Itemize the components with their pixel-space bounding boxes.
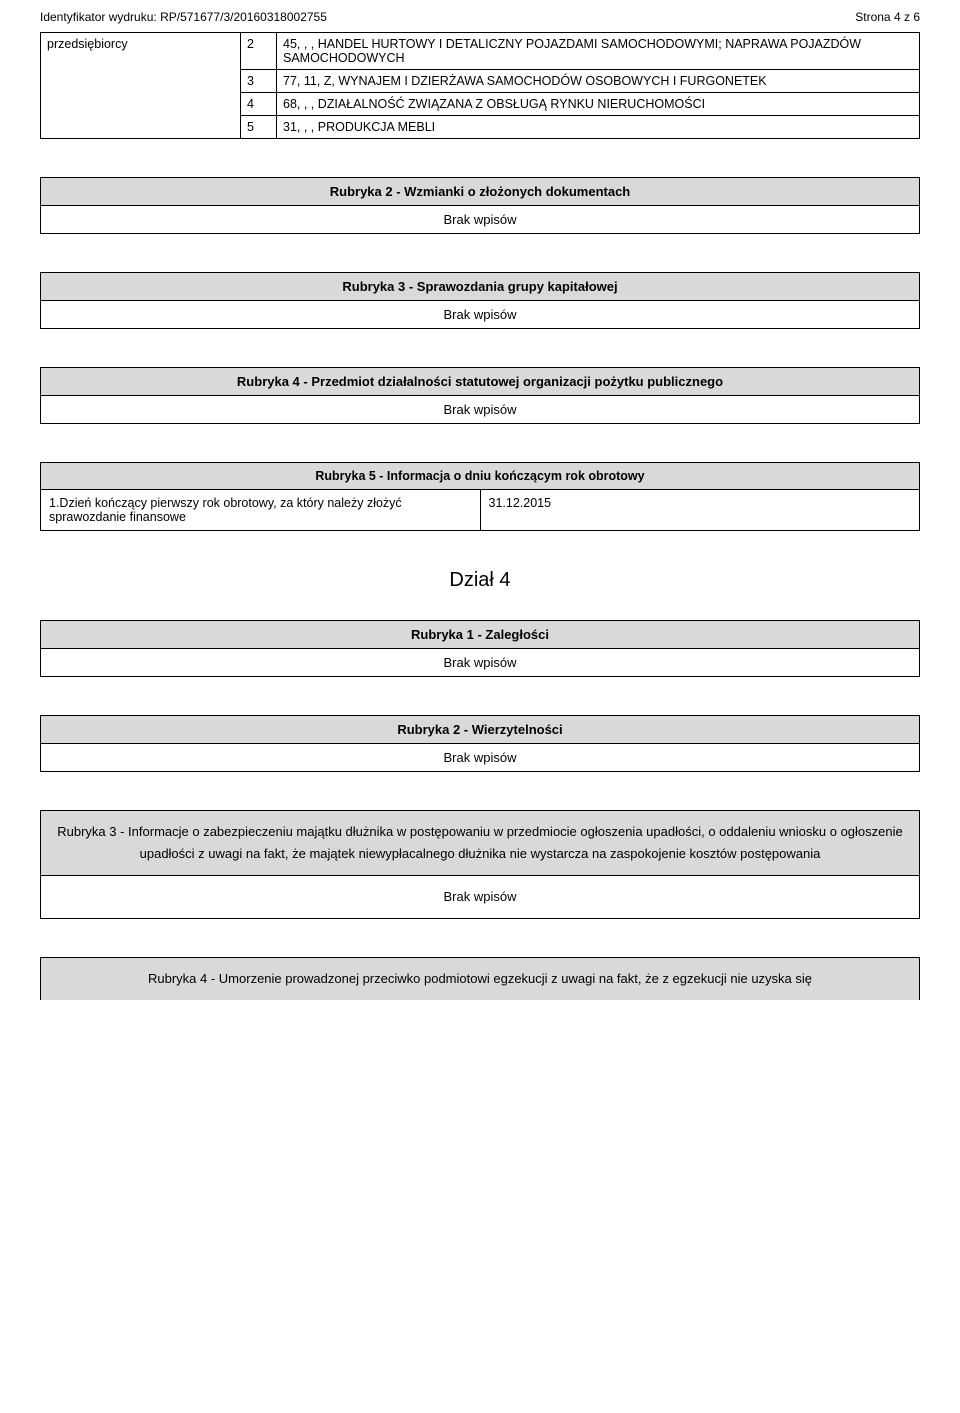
rubryka-3-body: Brak wpisów — [41, 301, 920, 329]
rubryka-5-row-value: 31.12.2015 — [480, 490, 920, 531]
row-text: 31, , , PRODUKCJA MEBLI — [277, 116, 920, 139]
identifier-label: Identyfikator wydruku: — [40, 10, 157, 24]
rubryka-5-row-label: 1.Dzień kończący pierwszy rok obrotowy, … — [41, 490, 481, 531]
dzial4-r1-title: Rubryka 1 - Zaległości — [41, 621, 920, 649]
dzial4-rubryka-2: Rubryka 2 - Wierzytelności Brak wpisów — [40, 715, 920, 772]
identifier-value: RP/571677/3/20160318002755 — [160, 10, 327, 24]
dzial4-r2-title: Rubryka 2 - Wierzytelności — [41, 716, 920, 744]
rubryka-5: Rubryka 5 - Informacja o dniu kończącym … — [40, 462, 920, 531]
dzial4-r3-title: Rubryka 3 - Informacje o zabezpieczeniu … — [41, 811, 920, 876]
page-number: Strona 4 z 6 — [855, 10, 920, 24]
dzial4-rubryka-3: Rubryka 3 - Informacje o zabezpieczeniu … — [40, 810, 920, 919]
page-of: z — [904, 10, 910, 24]
row-text: 45, , , HANDEL HURTOWY I DETALICZNY POJA… — [277, 33, 920, 70]
row-text: 68, , , DZIAŁALNOŚĆ ZWIĄZANA Z OBSŁUGĄ R… — [277, 93, 920, 116]
row-num: 4 — [241, 93, 277, 116]
dzial4-r2-body: Brak wpisów — [41, 744, 920, 772]
business-label: przedsiębiorcy — [41, 33, 241, 139]
dzial4-rubryka-1: Rubryka 1 - Zaległości Brak wpisów — [40, 620, 920, 677]
rubryka-2-title: Rubryka 2 - Wzmianki o złożonych dokumen… — [41, 178, 920, 206]
page: Identyfikator wydruku: RP/571677/3/20160… — [0, 0, 960, 1020]
rubryka-4-body: Brak wpisów — [41, 396, 920, 424]
table-row: przedsiębiorcy 2 45, , , HANDEL HURTOWY … — [41, 33, 920, 70]
row-num: 3 — [241, 70, 277, 93]
dzial4-r4-title: Rubryka 4 - Umorzenie prowadzonej przeci… — [41, 958, 920, 1001]
rubryka-3-title: Rubryka 3 - Sprawozdania grupy kapitałow… — [41, 273, 920, 301]
row-text: 77, 11, Z, WYNAJEM I DZIERŻAWA SAMOCHODÓ… — [277, 70, 920, 93]
dzial4-r1-body: Brak wpisów — [41, 649, 920, 677]
dzial-4-title: Dział 4 — [40, 569, 920, 592]
business-activity-table: przedsiębiorcy 2 45, , , HANDEL HURTOWY … — [40, 32, 920, 139]
dzial4-rubryka-4: Rubryka 4 - Umorzenie prowadzonej przeci… — [40, 957, 920, 1000]
row-num: 2 — [241, 33, 277, 70]
rubryka-2-body: Brak wpisów — [41, 206, 920, 234]
page-label: Strona — [855, 10, 890, 24]
print-identifier: Identyfikator wydruku: RP/571677/3/20160… — [40, 10, 327, 24]
rubryka-4-title: Rubryka 4 - Przedmiot działalności statu… — [41, 368, 920, 396]
dzial4-r3-body: Brak wpisów — [41, 876, 920, 919]
page-current: 4 — [894, 10, 901, 24]
rubryka-3: Rubryka 3 - Sprawozdania grupy kapitałow… — [40, 272, 920, 329]
row-num: 5 — [241, 116, 277, 139]
rubryka-2: Rubryka 2 - Wzmianki o złożonych dokumen… — [40, 177, 920, 234]
rubryka-4: Rubryka 4 - Przedmiot działalności statu… — [40, 367, 920, 424]
rubryka-5-title: Rubryka 5 - Informacja o dniu kończącym … — [41, 463, 920, 490]
page-header: Identyfikator wydruku: RP/571677/3/20160… — [40, 10, 920, 24]
page-total: 6 — [913, 10, 920, 24]
